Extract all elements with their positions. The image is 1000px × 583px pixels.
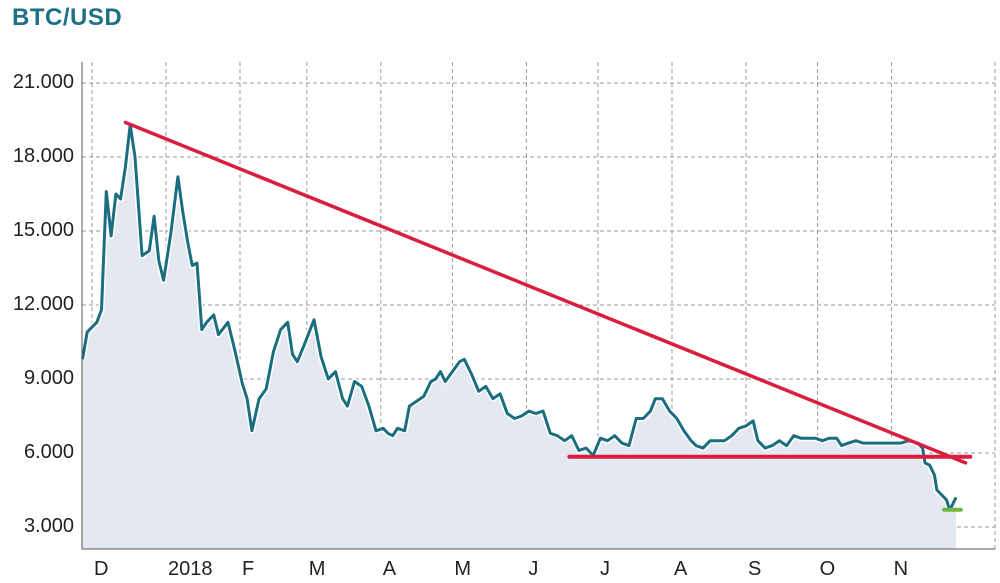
x-tick-label: J xyxy=(528,558,538,580)
x-tick-label: A xyxy=(383,558,397,580)
x-tick-label: M xyxy=(309,558,326,580)
price-line xyxy=(81,123,958,509)
x-tick-label: 2018 xyxy=(168,558,213,580)
price-area-fill xyxy=(82,124,956,550)
x-tick-label: O xyxy=(820,558,836,580)
y-tick-label: 3.000 xyxy=(23,515,74,537)
y-tick-label: 9.000 xyxy=(23,367,74,389)
chart-title: BTC/USD xyxy=(12,4,123,31)
y-tick-label: 15.000 xyxy=(12,219,74,241)
x-tick-label: A xyxy=(674,558,688,580)
x-tick-label: S xyxy=(748,558,761,580)
x-tick-label: M xyxy=(454,558,471,580)
y-tick-label: 12.000 xyxy=(12,293,74,315)
y-tick-label: 18.000 xyxy=(12,145,74,167)
resistance-trendline xyxy=(123,120,968,465)
x-tick-label: J xyxy=(600,558,610,580)
x-tick-label: D xyxy=(94,558,108,580)
y-tick-label: 21.000 xyxy=(12,71,74,93)
y-tick-label: 6.000 xyxy=(23,441,74,463)
x-tick-label: N xyxy=(894,558,908,580)
x-tick-label: F xyxy=(242,558,254,580)
